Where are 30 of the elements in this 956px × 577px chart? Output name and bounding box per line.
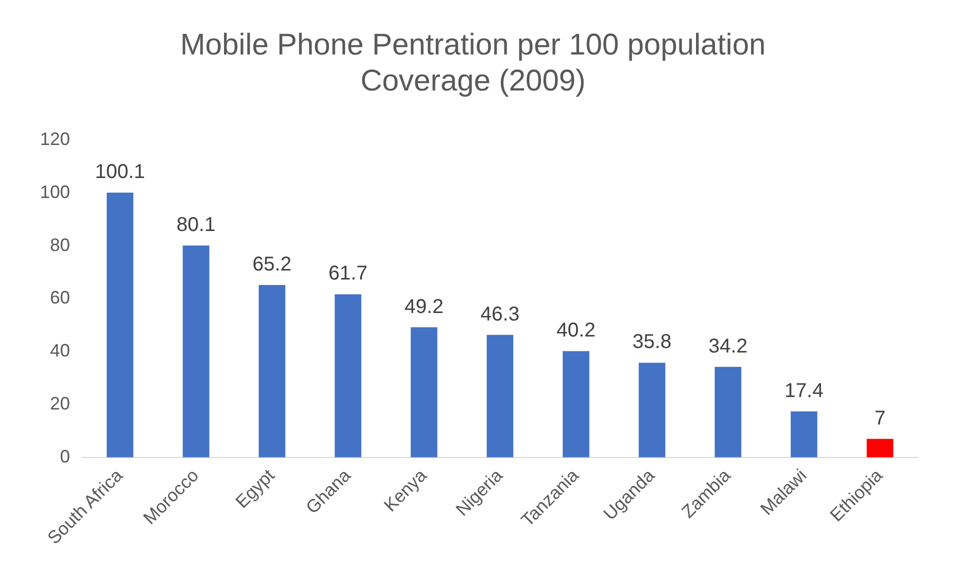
chart-title: Mobile Phone Pentration per 100 population Coverage (2009) xyxy=(180,28,766,98)
data-label: 46.3 xyxy=(480,303,520,326)
data-label: 100.1 xyxy=(95,161,146,184)
bar xyxy=(182,246,210,458)
bar xyxy=(334,294,362,458)
y-tick-label: 40 xyxy=(50,340,70,361)
bar xyxy=(106,192,134,458)
data-label: 17.4 xyxy=(784,380,824,402)
bar xyxy=(486,334,514,458)
bar xyxy=(258,284,286,458)
data-label: 65.2 xyxy=(252,253,292,276)
bar xyxy=(866,438,894,458)
data-label: 7 xyxy=(874,407,886,430)
bar xyxy=(410,327,438,458)
bar xyxy=(638,362,666,458)
y-tick-label: 20 xyxy=(50,393,70,414)
data-label: 34.2 xyxy=(708,335,748,358)
bar xyxy=(790,411,818,458)
y-tick-label: 60 xyxy=(50,288,70,308)
data-label: 49.2 xyxy=(404,296,444,318)
y-tick-label: 80 xyxy=(50,234,70,255)
y-tick-label: 0 xyxy=(60,446,70,466)
data-label: 80.1 xyxy=(176,214,216,236)
data-label: 35.8 xyxy=(632,331,672,354)
data-label: 40.2 xyxy=(556,320,596,342)
bar xyxy=(562,351,590,458)
y-tick-label: 120 xyxy=(40,128,70,149)
y-tick-label: 100 xyxy=(40,182,70,202)
bar xyxy=(714,366,742,458)
data-label: 61.7 xyxy=(328,262,368,285)
